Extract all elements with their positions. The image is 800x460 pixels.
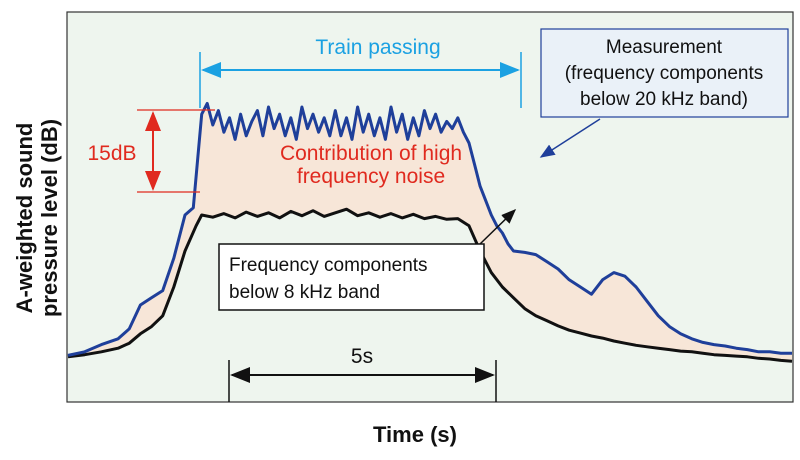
series-line-measurement-20khz — [67, 101, 792, 357]
measurement-callout-line-2: (frequency components — [565, 63, 764, 84]
train-passing-label: Train passing — [315, 36, 440, 59]
measurement-callout-pointer — [539, 118, 601, 158]
contribution-label-line-2: frequency noise — [297, 165, 445, 188]
y-axis-label-line-1: A-weighted sound — [12, 123, 37, 314]
measurement-callout-box — [540, 28, 789, 118]
lower-band-callout-box — [218, 243, 485, 311]
measurement-callout-line-3: below 20 kHz band) — [580, 89, 748, 110]
contribution-label-line-1: Contribution of high — [280, 142, 462, 165]
lower-band-callout-line-2: below 8 kHz band — [229, 282, 380, 303]
y-axis-label-line-2: pressure level (dB) — [37, 119, 62, 317]
measurement-callout-line-1: Measurement — [606, 37, 723, 58]
high-frequency-contribution-fill — [68, 103, 792, 362]
series-line-below-8khz — [67, 207, 793, 363]
lower-band-callout-pointer — [479, 208, 517, 245]
x-axis-label: Time (s) — [373, 422, 457, 447]
lower-band-callout-line-1: Frequency components — [229, 255, 428, 276]
db-span-label: 15dB — [87, 142, 136, 165]
time-span-label: 5s — [351, 345, 373, 368]
